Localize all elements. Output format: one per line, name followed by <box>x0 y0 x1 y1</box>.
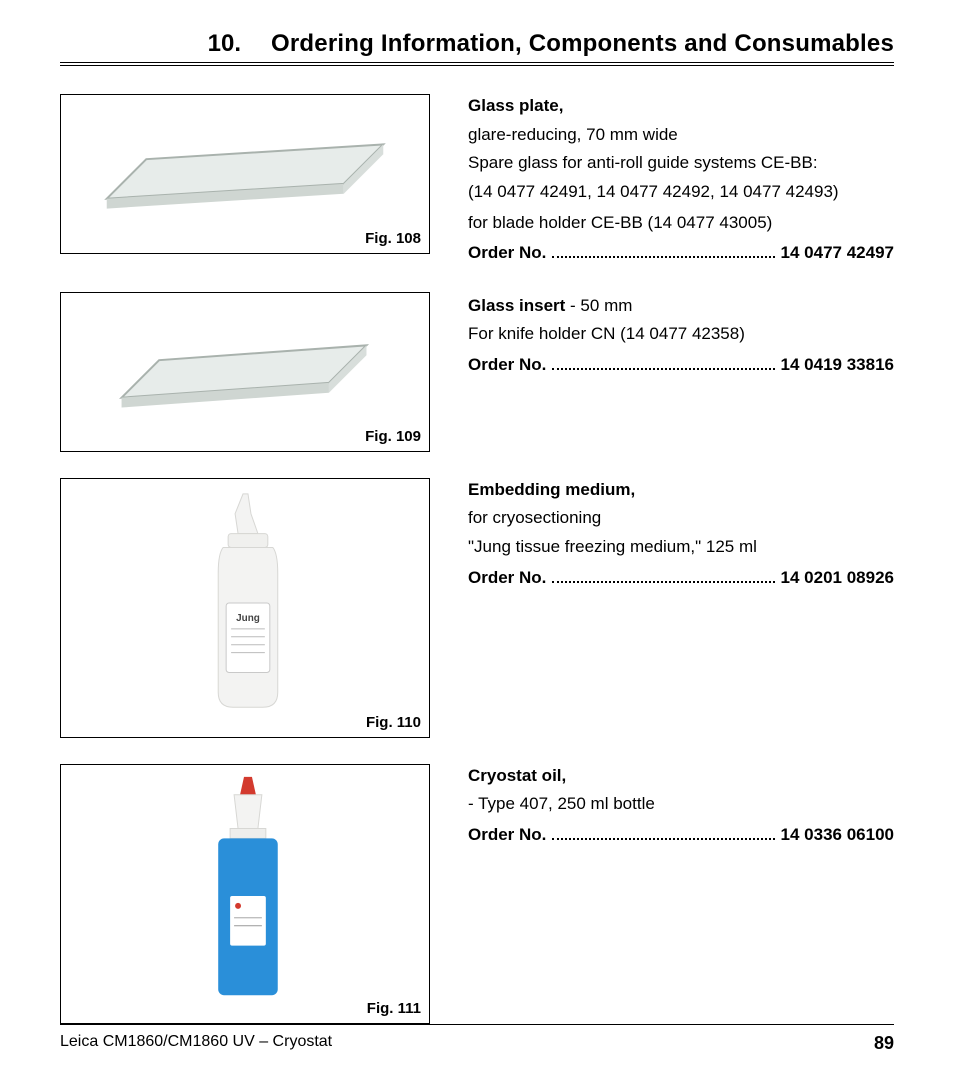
order-line: Order No. 14 0336 06100 <box>468 823 894 848</box>
item-line: For knife holder CN (14 0477 42358) <box>468 322 894 347</box>
figure-label: Fig. 109 <box>365 428 421 445</box>
cryostat-oil-bottle-icon <box>61 765 429 1023</box>
item-4-description: Cryostat oil, - Type 407, 250 ml bottle … <box>468 764 894 848</box>
figure-label: Fig. 110 <box>366 714 421 731</box>
section-number: 10. <box>208 30 241 58</box>
page-number: 89 <box>874 1033 894 1054</box>
order-line: Order No. 14 0201 08926 <box>468 566 894 591</box>
item-line: - Type 407, 250 ml bottle <box>468 792 894 817</box>
section-title: Ordering Information, Components and Con… <box>271 30 894 58</box>
item-title: Glass insert <box>468 296 565 315</box>
figure-108: Fig. 108 <box>60 94 430 254</box>
figure-111: Fig. 111 <box>60 764 430 1024</box>
order-label: Order No. <box>468 823 546 848</box>
dot-leader <box>552 581 774 583</box>
section-header: 10. Ordering Information, Components and… <box>60 30 894 66</box>
figure-label: Fig. 111 <box>367 1000 421 1017</box>
order-line: Order No. 14 0419 33816 <box>468 353 894 378</box>
item-line: "Jung tissue freezing medium," 125 ml <box>468 535 894 560</box>
order-label: Order No. <box>468 241 546 266</box>
dot-leader <box>552 838 774 840</box>
item-line: for blade holder CE-BB (14 0477 43005) <box>468 211 894 236</box>
page-footer: Leica CM1860/CM1860 UV – Cryostat 89 <box>60 1024 894 1054</box>
footer-doc-title: Leica CM1860/CM1860 UV – Cryostat <box>60 1033 332 1054</box>
embedding-medium-bottle-icon: Jung <box>61 479 429 737</box>
item-title: Embedding medium, <box>468 480 635 499</box>
figure-label: Fig. 108 <box>365 230 421 247</box>
dot-leader <box>552 256 774 258</box>
item-title: Cryostat oil, <box>468 766 566 785</box>
svg-text:Jung: Jung <box>236 613 260 624</box>
figure-110: Jung Fig. 110 <box>60 478 430 738</box>
dot-leader <box>552 368 774 370</box>
order-number: 14 0419 33816 <box>781 353 894 378</box>
order-label: Order No. <box>468 353 546 378</box>
item-1-description: Glass plate, glare-reducing, 70 mm wide … <box>468 94 894 266</box>
item-line: (14 0477 42491, 14 0477 42492, 14 0477 4… <box>468 180 894 205</box>
order-label: Order No. <box>468 566 546 591</box>
order-number: 14 0477 42497 <box>781 241 894 266</box>
item-2-description: Glass insert - 50 mm For knife holder CN… <box>468 292 894 378</box>
figure-109: Fig. 109 <box>60 292 430 452</box>
item-title-rest: - 50 mm <box>565 296 632 315</box>
order-line: Order No. 14 0477 42497 <box>468 241 894 266</box>
item-title: Glass plate, <box>468 96 563 115</box>
item-3-description: Embedding medium, for cryosectioning "Ju… <box>468 478 894 591</box>
item-line: for cryosectioning <box>468 506 894 531</box>
order-number: 14 0201 08926 <box>781 566 894 591</box>
item-line: Spare glass for anti-roll guide systems … <box>468 151 894 176</box>
content-grid: Fig. 108 Glass plate, glare-reducing, 70… <box>60 94 894 1024</box>
order-number: 14 0336 06100 <box>781 823 894 848</box>
item-line: glare-reducing, 70 mm wide <box>468 123 894 148</box>
